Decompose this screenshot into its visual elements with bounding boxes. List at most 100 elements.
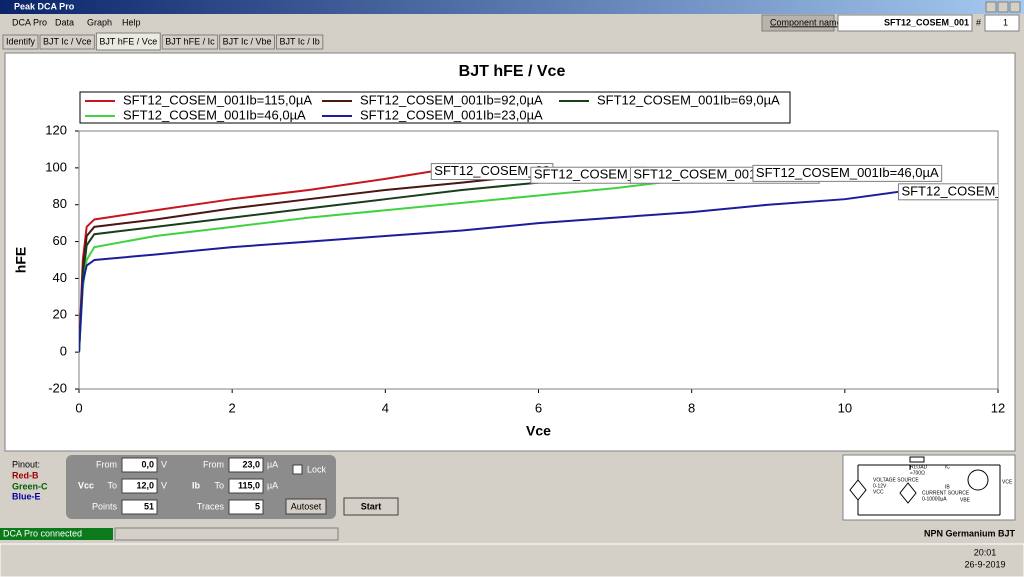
pinout-entry: Green-C xyxy=(12,481,48,491)
autoset-button[interactable] xyxy=(285,498,327,515)
lock-label: Lock xyxy=(307,464,327,474)
field-label: µA xyxy=(267,459,278,469)
tab[interactable] xyxy=(95,32,161,51)
input-value: 23,0 xyxy=(242,459,260,469)
x-tick-label: 0 xyxy=(75,400,82,415)
clock-date: 26-9-2019 xyxy=(964,559,1005,569)
input-value: 51 xyxy=(144,501,154,511)
input-field[interactable] xyxy=(228,457,264,473)
plot-frame xyxy=(78,130,999,390)
tab[interactable] xyxy=(275,34,324,50)
legend-label: SFT12_COSEM_001Ib=115,0µA xyxy=(123,92,312,107)
taskbar xyxy=(0,543,1024,577)
tab[interactable] xyxy=(161,34,219,50)
circuit-diagram: VOLTAGE SOURCE 0-12V VCC RLOAD ≈700Ω IC … xyxy=(842,454,1016,521)
field-label: V xyxy=(161,480,167,490)
x-tick-label: 6 xyxy=(535,400,542,415)
circuit-text: 0-10000µA xyxy=(922,496,947,502)
circuit-transistor xyxy=(967,469,989,491)
input-field[interactable] xyxy=(121,478,158,494)
annotation-label: SFT12_COSEM_0 xyxy=(534,167,642,182)
tab[interactable] xyxy=(219,34,275,50)
circuit-text: ≈700Ω xyxy=(910,470,925,476)
input-value: 12,0 xyxy=(136,480,154,490)
menu-item[interactable]: Help xyxy=(122,17,141,27)
autoset-label: Autoset xyxy=(291,501,322,511)
y-tick-label: 120 xyxy=(45,122,67,137)
x-tick-label: 2 xyxy=(229,400,236,415)
tab-label: BJT Ic / Ib xyxy=(279,36,319,46)
x-tick-label: 8 xyxy=(688,400,695,415)
chart-title: BJT hFE / Vce xyxy=(459,63,566,80)
input-value: 0,0 xyxy=(141,459,154,469)
menu-item[interactable]: Data xyxy=(55,17,74,27)
circuit-text: 0-12V xyxy=(873,483,887,489)
circuit-text: VOLTAGE SOURCE xyxy=(873,477,919,483)
lock-checkbox[interactable] xyxy=(292,464,303,475)
input-field[interactable] xyxy=(121,457,158,473)
legend xyxy=(79,91,791,124)
field-label: From xyxy=(203,459,224,469)
tab-label: BJT hFE / Ic xyxy=(165,36,215,46)
legend-label: SFT12_COSEM_001Ib=23,0µA xyxy=(360,107,543,122)
field-label: µA xyxy=(267,480,278,490)
field-label: To xyxy=(214,480,224,490)
tab-label: BJT Ic / Vce xyxy=(43,36,91,46)
y-tick-label: 0 xyxy=(60,344,67,359)
input-field[interactable] xyxy=(228,499,264,515)
input-value: 5 xyxy=(255,501,260,511)
field-label: To xyxy=(107,480,117,490)
field-label: Ib xyxy=(192,480,201,490)
connection-status: DCA Pro connected xyxy=(3,528,82,538)
x-tick-label: 12 xyxy=(991,400,1005,415)
series-line xyxy=(79,172,754,353)
sweep-fields: From 0,0 V Vcc To 12,0 V Points 51 From 23,0 µA Ib To… xyxy=(78,457,278,515)
field-label: V xyxy=(161,459,167,469)
legend-label: SFT12_COSEM_001Ib=92,0µA xyxy=(360,92,543,107)
circuit-source xyxy=(849,479,917,504)
pinout-entry: Red-B xyxy=(12,470,39,480)
circuit-text: IC xyxy=(945,464,950,470)
annotation-box xyxy=(897,183,998,201)
y-tick-label: 60 xyxy=(53,233,67,248)
tab[interactable] xyxy=(39,34,95,50)
annotation-label: SFT12_COSEM_001 xyxy=(901,183,1024,198)
maximize-button[interactable] xyxy=(997,1,1009,13)
y-axis-label: hFE xyxy=(13,247,29,273)
legend-label: SFT12_COSEM_001Ib=69,0µA xyxy=(597,92,780,107)
annotation-label: SFT12_COSEM_001Ib=46,0µA xyxy=(756,165,939,180)
circuit-text: CURRENT SOURCE xyxy=(922,490,970,496)
menu-item[interactable]: DCA Pro xyxy=(12,17,47,27)
component-input[interactable] xyxy=(837,14,973,32)
close-button[interactable] xyxy=(1009,1,1021,13)
input-field[interactable] xyxy=(121,499,158,515)
legend-label: SFT12_COSEM_001Ib=46,0µA xyxy=(123,107,306,122)
field-label: Points xyxy=(92,501,118,511)
field-label: Vcc xyxy=(78,480,94,490)
tab-label: Identify xyxy=(6,36,36,46)
minimize-button[interactable] xyxy=(985,1,997,13)
device-type: NPN Germanium BJT xyxy=(924,528,1016,538)
annotation-box xyxy=(752,164,943,182)
y-tick-label: 80 xyxy=(53,196,67,211)
index-label: # xyxy=(976,17,981,27)
input-field[interactable] xyxy=(228,478,264,494)
component-label-box xyxy=(761,14,835,32)
circuit-text: RLOAD xyxy=(910,464,928,470)
tab[interactable] xyxy=(2,34,39,50)
progress-bar xyxy=(114,527,339,541)
series-line xyxy=(79,174,631,353)
input-value: 115,0 xyxy=(238,480,260,490)
circuit-resistor xyxy=(909,456,925,463)
connection-status-box xyxy=(0,528,113,540)
clock-time: 20:01 xyxy=(974,547,997,557)
title-bar xyxy=(0,0,1024,14)
start-button[interactable] xyxy=(343,497,399,516)
index-spinner[interactable] xyxy=(984,14,1020,32)
series-line xyxy=(79,170,432,353)
menu-item[interactable]: Graph xyxy=(87,17,112,27)
x-tick-label: 10 xyxy=(838,400,852,415)
pinout-label: Pinout: xyxy=(12,459,40,469)
